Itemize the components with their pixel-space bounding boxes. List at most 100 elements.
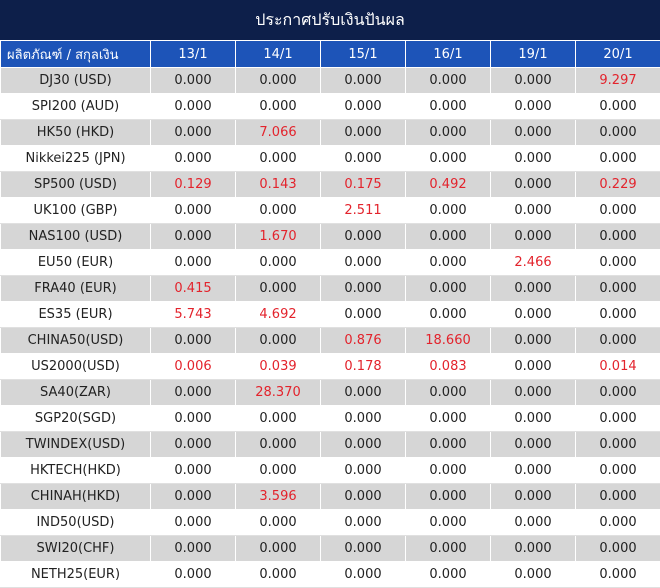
dividend-value-cell: 0.000: [406, 562, 491, 588]
dividend-value-cell: 0.000: [576, 562, 660, 588]
dividend-value-cell: 0.000: [321, 432, 406, 458]
dividend-value-cell: 0.175: [321, 172, 406, 198]
dividend-value-cell: 0.000: [491, 198, 576, 224]
column-header-date: 16/1: [406, 41, 491, 68]
header-row: ผลิตภัณฑ์ / สกุลเงิน 13/1 14/1 15/1 16/1…: [1, 41, 660, 68]
dividend-table: ผลิตภัณฑ์ / สกุลเงิน 13/1 14/1 15/1 16/1…: [0, 40, 660, 588]
dividend-value-cell: 0.000: [491, 380, 576, 406]
dividend-value-cell: 0.000: [406, 120, 491, 146]
dividend-value-cell: 0.000: [576, 484, 660, 510]
dividend-value-cell: 0.229: [576, 172, 660, 198]
dividend-value-cell: 0.492: [406, 172, 491, 198]
dividend-value-cell: 0.000: [151, 458, 236, 484]
dividend-value-cell: 0.000: [491, 432, 576, 458]
dividend-value-cell: 0.000: [491, 302, 576, 328]
column-header-date: 20/1: [576, 41, 660, 68]
dividend-value-cell: 0.000: [236, 198, 321, 224]
dividend-value-cell: 0.000: [406, 302, 491, 328]
product-cell: EU50 (EUR): [1, 250, 151, 276]
dividend-value-cell: 0.000: [321, 458, 406, 484]
product-cell: HKTECH(HKD): [1, 458, 151, 484]
dividend-value-cell: 0.000: [491, 172, 576, 198]
dividend-value-cell: 0.000: [576, 380, 660, 406]
product-cell: NETH25(EUR): [1, 562, 151, 588]
dividend-value-cell: 5.743: [151, 302, 236, 328]
product-cell: SGP20(SGD): [1, 406, 151, 432]
dividend-value-cell: 0.000: [321, 68, 406, 94]
dividend-value-cell: 0.000: [406, 406, 491, 432]
dividend-value-cell: 0.000: [576, 224, 660, 250]
dividend-value-cell: 0.415: [151, 276, 236, 302]
dividend-value-cell: 0.000: [406, 276, 491, 302]
dividend-value-cell: 0.129: [151, 172, 236, 198]
product-cell: IND50(USD): [1, 510, 151, 536]
dividend-value-cell: 0.000: [151, 250, 236, 276]
dividend-value-cell: 0.000: [151, 484, 236, 510]
column-header-date: 14/1: [236, 41, 321, 68]
dividend-value-cell: 0.000: [576, 510, 660, 536]
dividend-value-cell: 0.000: [576, 198, 660, 224]
dividend-value-cell: 0.000: [151, 510, 236, 536]
product-cell: TWINDEX(USD): [1, 432, 151, 458]
dividend-value-cell: 0.000: [491, 510, 576, 536]
dividend-value-cell: 0.000: [491, 354, 576, 380]
dividend-value-cell: 0.000: [406, 380, 491, 406]
dividend-value-cell: 0.000: [151, 432, 236, 458]
dividend-value-cell: 1.670: [236, 224, 321, 250]
product-cell: CHINAH(HKD): [1, 484, 151, 510]
dividend-value-cell: 0.876: [321, 328, 406, 354]
dividend-value-cell: 2.466: [491, 250, 576, 276]
dividend-value-cell: 0.000: [406, 484, 491, 510]
dividend-value-cell: 0.000: [321, 250, 406, 276]
dividend-value-cell: 0.000: [491, 458, 576, 484]
dividend-value-cell: 0.000: [151, 562, 236, 588]
dividend-value-cell: 0.000: [236, 406, 321, 432]
dividend-value-cell: 0.000: [236, 68, 321, 94]
dividend-value-cell: 7.066: [236, 120, 321, 146]
dividend-value-cell: 0.000: [321, 380, 406, 406]
column-header-product: ผลิตภัณฑ์ / สกุลเงิน: [1, 41, 151, 68]
dividend-value-cell: 0.000: [576, 406, 660, 432]
product-cell: SP500 (USD): [1, 172, 151, 198]
product-cell: CHINA50(USD): [1, 328, 151, 354]
dividend-value-cell: 0.000: [236, 276, 321, 302]
dividend-value-cell: 0.000: [321, 276, 406, 302]
product-cell: Nikkei225 (JPN): [1, 146, 151, 172]
dividend-value-cell: 0.000: [406, 510, 491, 536]
dividend-value-cell: 0.000: [321, 484, 406, 510]
dividend-value-cell: 0.143: [236, 172, 321, 198]
dividend-value-cell: 0.000: [321, 146, 406, 172]
dividend-value-cell: 0.000: [491, 406, 576, 432]
dividend-value-cell: 0.000: [236, 328, 321, 354]
dividend-value-cell: 0.000: [406, 432, 491, 458]
dividend-value-cell: 0.014: [576, 354, 660, 380]
dividend-value-cell: 0.000: [151, 406, 236, 432]
product-cell: SA40(ZAR): [1, 380, 151, 406]
dividend-value-cell: 2.511: [321, 198, 406, 224]
dividend-value-cell: 0.000: [576, 302, 660, 328]
product-cell: FRA40 (EUR): [1, 276, 151, 302]
dividend-value-cell: 0.000: [491, 146, 576, 172]
dividend-value-cell: 0.000: [321, 224, 406, 250]
dividend-value-cell: 0.000: [576, 146, 660, 172]
dividend-value-cell: 0.039: [236, 354, 321, 380]
dividend-value-cell: 0.000: [406, 198, 491, 224]
dividend-value-cell: 18.660: [406, 328, 491, 354]
dividend-value-cell: 0.000: [151, 536, 236, 562]
dividend-value-cell: 0.000: [576, 250, 660, 276]
dividend-value-cell: 0.006: [151, 354, 236, 380]
